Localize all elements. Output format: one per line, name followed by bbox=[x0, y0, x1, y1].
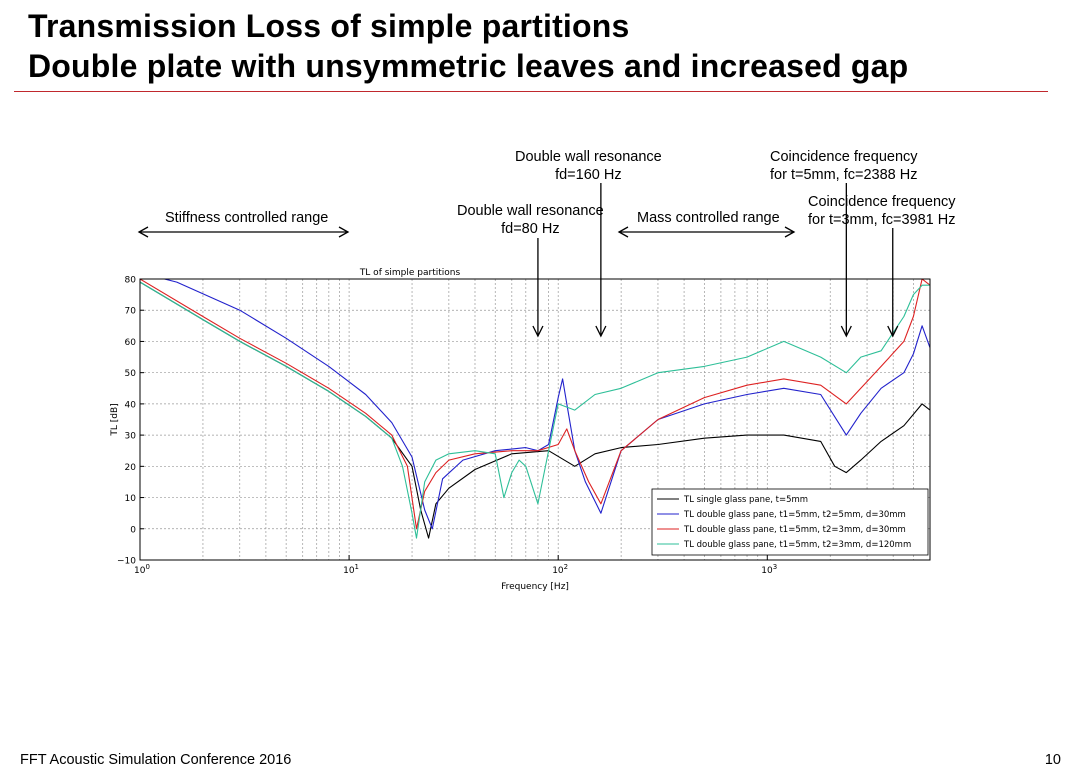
y-tick-label: 30 bbox=[125, 432, 137, 442]
legend-label-4: TL double glass pane, t1=5mm, t2=3mm, d=… bbox=[683, 540, 911, 550]
annotation-arrows bbox=[137, 183, 899, 338]
legend-label-3: TL double glass pane, t1=5mm, t2=3mm, d=… bbox=[683, 525, 906, 535]
arrow-fc-2388-head bbox=[840, 325, 852, 338]
arrow-fd-80-head bbox=[532, 325, 544, 338]
annotation-double-wall-80-line2: fd=80 Hz bbox=[501, 221, 560, 237]
legend-label-1: TL single glass pane, t=5mm bbox=[683, 495, 808, 505]
legend: TL single glass pane, t=5mm TL double gla… bbox=[651, 488, 929, 556]
page-number: 10 bbox=[1044, 752, 1061, 768]
stiffness-range-arrow-head-right bbox=[338, 226, 350, 238]
annotation-coincidence-3mm: Coincidence frequency for t=3mm, fc=3981… bbox=[808, 193, 956, 229]
title-divider bbox=[14, 91, 1048, 92]
annotation-coincidence-5mm: Coincidence frequency for t=5mm, fc=2388… bbox=[770, 148, 918, 184]
y-tick-label: 40 bbox=[125, 400, 137, 410]
series-line-3 bbox=[140, 279, 930, 530]
chart-title: TL of simple partitions bbox=[359, 268, 461, 278]
annotation-coincidence-5mm-line2: for t=5mm, fc=2388 Hz bbox=[770, 167, 918, 183]
annotation-double-wall-160-line2: fd=160 Hz bbox=[555, 167, 622, 183]
x-tick-label: 103 bbox=[761, 563, 777, 576]
y-tick-label: −10 bbox=[117, 557, 136, 567]
annotation-coincidence-3mm-line2: for t=3mm, fc=3981 Hz bbox=[808, 212, 956, 228]
y-tick-label: 80 bbox=[125, 276, 137, 286]
slide-title-line-1: Transmission Loss of simple partitions bbox=[28, 8, 630, 44]
arrow-fc-3981-head bbox=[887, 325, 899, 338]
annotation-double-wall-160: Double wall resonance fd=160 Hz bbox=[515, 148, 662, 184]
annotation-double-wall-160-line1: Double wall resonance bbox=[515, 149, 662, 165]
legend-label-2: TL double glass pane, t1=5mm, t2=5mm, d=… bbox=[683, 510, 906, 520]
footer-text: FFT Acoustic Simulation Conference 2016 bbox=[20, 752, 292, 768]
annotation-double-wall-80: Double wall resonance fd=80 Hz bbox=[457, 202, 604, 238]
legend-box bbox=[651, 488, 929, 556]
annotation-stiffness-range: Stiffness controlled range bbox=[165, 210, 329, 226]
annotation-mass-range: Mass controlled range bbox=[637, 210, 780, 226]
y-tick-label: 50 bbox=[125, 369, 137, 379]
series-line-2 bbox=[162, 279, 930, 530]
arrow-fd-160-head bbox=[595, 325, 607, 338]
series-line-4 bbox=[140, 281, 930, 539]
y-axis-label: TL [dB] bbox=[110, 403, 120, 436]
y-tick-label: 60 bbox=[125, 338, 137, 348]
mass-range-arrow-head-right bbox=[784, 226, 796, 238]
x-tick-label: 102 bbox=[552, 563, 568, 576]
stiffness-range-arrow-head-left bbox=[137, 226, 149, 238]
y-tick-label: 70 bbox=[125, 307, 137, 317]
series-group bbox=[140, 279, 930, 539]
x-tick-label: 100 bbox=[134, 563, 150, 576]
y-tick-label: 10 bbox=[125, 494, 137, 504]
y-tick-label: 20 bbox=[125, 463, 137, 473]
slide-title-line-2: Double plate with unsymmetric leaves and… bbox=[28, 48, 909, 84]
annotation-coincidence-5mm-line1: Coincidence frequency bbox=[770, 149, 918, 165]
y-tick-label: 0 bbox=[130, 525, 136, 535]
plot-frame bbox=[139, 278, 931, 561]
mass-range-arrow-head-left bbox=[617, 226, 629, 238]
x-axis-label: Frequency [Hz] bbox=[501, 582, 569, 592]
annotation-coincidence-3mm-line1: Coincidence frequency bbox=[808, 194, 956, 210]
annotation-double-wall-80-line1: Double wall resonance bbox=[457, 203, 604, 219]
x-tick-label: 101 bbox=[343, 563, 359, 576]
